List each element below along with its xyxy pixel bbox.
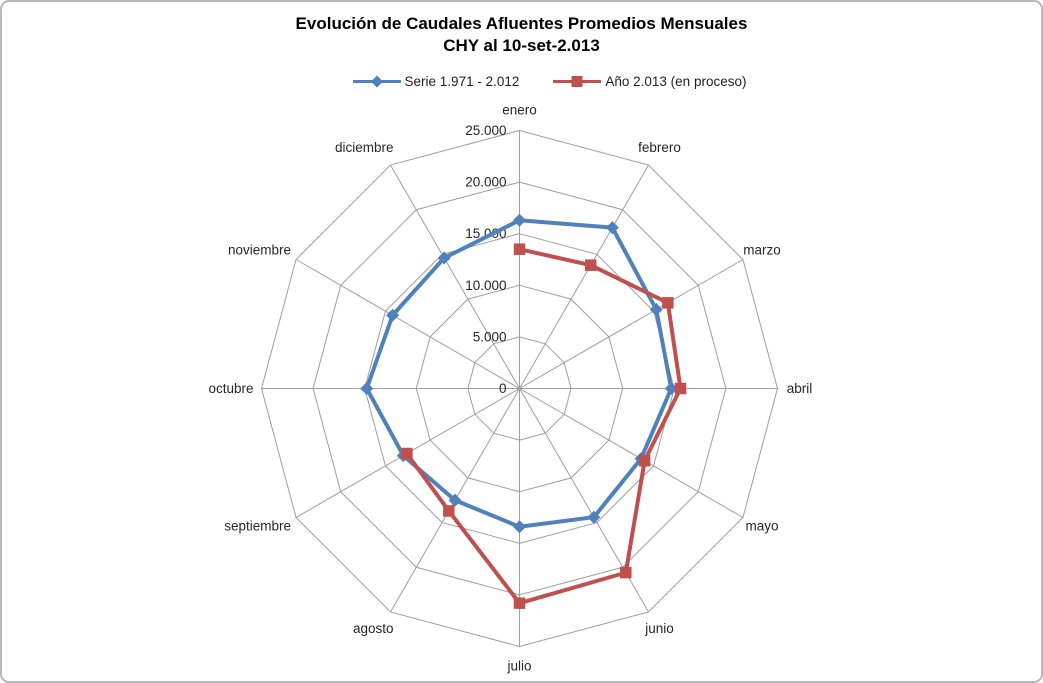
data-point-0-junio <box>587 510 601 524</box>
data-point-1-abril <box>674 382 687 395</box>
category-label-diciembre: diciembre <box>335 140 394 155</box>
data-point-0-marzo <box>649 303 663 317</box>
data-point-1-junio <box>620 566 632 579</box>
category-label-noviembre: noviembre <box>228 243 291 258</box>
legend-label-anio: Año 2.013 (en proceso) <box>605 74 747 89</box>
legend-label-serie: Serie 1.971 - 2.012 <box>404 74 520 89</box>
data-point-1-septiembre <box>401 447 413 460</box>
category-labels: enero febrero marzo abril mayo junio julio agos… <box>208 103 812 674</box>
category-label-marzo: marzo <box>743 243 781 258</box>
radial-tick-label: 10.000 <box>465 278 506 293</box>
legend-square-glyph <box>571 76 583 87</box>
radial-tick-label: 20.000 <box>465 175 506 190</box>
category-label-febrero: febrero <box>638 140 681 155</box>
data-point-1-enero <box>513 243 526 255</box>
data-point-0-enero <box>513 213 526 227</box>
legend-square-marker-icon <box>553 76 602 87</box>
radar-grid <box>260 129 779 648</box>
grid-spoke <box>519 388 649 613</box>
legend-diamond-glyph <box>370 75 383 88</box>
chart-title-line2: CHY al 10-set-2.013 <box>443 36 600 56</box>
grid-spoke <box>390 164 520 389</box>
grid-spoke <box>519 164 649 389</box>
chart-title: Evolución de Caudales Afluentes Promedio… <box>0 13 1043 58</box>
legend-diamond-marker-icon <box>352 75 401 88</box>
category-label-octubre: octubre <box>208 381 253 396</box>
radial-tick-label: 0 <box>499 381 507 396</box>
series-0 <box>360 213 678 534</box>
legend-item-anio: Año 2.013 (en proceso) <box>553 74 746 89</box>
category-label-mayo: mayo <box>745 519 778 534</box>
data-point-0-noviembre <box>386 308 400 322</box>
data-point-1-mayo <box>638 454 651 467</box>
chart-title-line1: Evolución de Caudales Afluentes Promedio… <box>295 14 748 33</box>
series-1 <box>401 243 687 609</box>
data-point-1-febrero <box>584 259 597 271</box>
category-label-agosto: agosto <box>353 621 394 636</box>
data-point-0-agosto <box>448 493 462 507</box>
grid-spoke <box>295 259 520 389</box>
radial-tick-label: 25.000 <box>465 123 506 138</box>
chart-legend: Serie 1.971 - 2.012 Año 2.013 (en proces… <box>28 74 1043 89</box>
category-label-septiembre: septiembre <box>224 519 291 534</box>
category-label-julio: julio <box>506 659 531 674</box>
data-point-1-julio <box>513 597 526 609</box>
radial-tick-label: 5.000 <box>473 329 507 344</box>
data-point-1-agosto <box>443 505 455 517</box>
data-point-0-abril <box>664 382 678 395</box>
category-label-enero: enero <box>502 103 537 118</box>
data-point-0-julio <box>513 520 526 534</box>
data-point-0-octubre <box>360 382 374 395</box>
data-point-0-febrero <box>605 221 619 235</box>
category-label-junio: junio <box>644 621 674 636</box>
data-point-1-marzo <box>662 297 674 309</box>
category-label-abril: abril <box>787 381 813 396</box>
legend-item-serie: Serie 1.971 - 2.012 <box>352 74 520 89</box>
series-line-0 <box>364 218 674 529</box>
grid-spoke <box>519 259 744 389</box>
data-point-0-diciembre <box>437 251 451 265</box>
grid-spoke <box>519 388 744 518</box>
